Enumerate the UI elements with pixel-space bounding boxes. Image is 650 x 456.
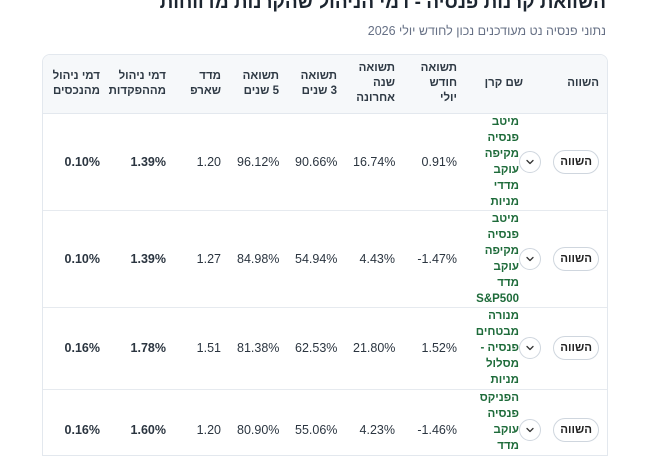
return-year-cell: 21.80% [353,341,396,355]
return-3y-cell: 90.66% [295,154,338,169]
return-3y-cell: 62.53% [295,341,338,355]
chevron-down-icon [526,256,534,261]
return-month-cell: -1.46% [417,423,457,437]
chevron-down-icon [526,345,534,351]
return-5y-cell: 84.98% [237,251,280,266]
expand-row-button[interactable] [519,150,541,173]
compare-cell: השווה [549,389,607,455]
expand-row-button[interactable] [519,337,541,359]
return-year-cell: 4.43% [359,251,395,266]
compare-button[interactable]: השווה [553,246,599,271]
page-title: השוואת קרנות פנסיה - דמי הניהול שהקרנות … [159,0,606,13]
return-month-cell: -1.47% [417,251,457,266]
sharpe-cell: 1.20 [196,423,221,437]
col-return-3y[interactable]: תשואה 3 שנים [287,55,345,114]
fund-cell: מיטב פנסיה מקיפה עוקב מדדי מניות [465,113,549,210]
fee-deposits-cell: 1.78% [130,341,166,355]
fee-deposits-cell: 1.60% [130,423,166,437]
compare-button[interactable]: השווה [553,149,599,174]
return-5y-cell: 80.90% [237,423,280,437]
fee-assets-cell: 0.10% [64,251,100,266]
compare-cell: השווה [549,307,607,389]
return-3y-cell: 55.06% [295,423,338,437]
return-3y-cell: 54.94% [295,251,338,266]
col-return-5y[interactable]: תשואה 5 שנים [229,55,287,114]
sharpe-cell: 1.27 [196,251,221,266]
return-month-cell: 0.91% [421,154,457,169]
chevron-down-icon [526,427,534,433]
col-return-year[interactable]: תשואה שנה אחרונה [345,55,403,114]
sharpe-cell: 1.51 [196,341,221,355]
fund-name[interactable]: מיטב פנסיה מקיפה עוקב מדדי מניות [484,115,519,208]
return-5y-cell: 96.12% [237,154,280,169]
expand-row-button[interactable] [519,247,541,270]
fee-deposits-cell: 1.39% [130,154,166,169]
fund-cell: הפניקס פנסיה עוקב מדד S&P500 [465,389,549,455]
compare-cell: השווה [549,210,607,307]
funds-table: השווה שם קרן תשואה חודש יולי תשואה שנה א… [43,55,607,455]
return-5y-cell: 81.38% [237,341,280,355]
fund-name[interactable]: הפניקס פנסיה עוקב מדד S&P500 [479,392,519,452]
table-row: השווה מנורה מבטחים פנסיה - מסלול מניות 1… [43,307,607,389]
table-row: השווה הפניקס פנסיה עוקב מדד S&P500 -1.46… [43,389,607,455]
compare-button[interactable]: השווה [553,418,599,442]
fund-name[interactable]: מנורה מבטחים פנסיה - מסלול מניות [475,310,519,386]
col-return-month[interactable]: תשואה חודש יולי [403,55,465,114]
fund-name[interactable]: מיטב פנסיה מקיפה עוקב מדד S&P500 [476,212,519,305]
funds-table-card: השווה שם קרן תשואה חודש יולי תשואה שנה א… [42,54,608,456]
fee-deposits-cell: 1.39% [130,251,166,266]
compare-cell: השווה [549,113,607,210]
fee-assets-cell: 0.10% [64,154,100,169]
fee-assets-cell: 0.16% [64,341,100,355]
fund-cell: מיטב פנסיה מקיפה עוקב מדד S&P500 [465,210,549,307]
return-year-cell: 16.74% [353,154,396,169]
table-row: השווה מיטב פנסיה מקיפה עוקב מדד S&P500 -… [43,210,607,307]
table-header-row: השווה שם קרן תשואה חודש יולי תשואה שנה א… [43,55,607,114]
col-compare: השווה [549,55,607,114]
col-fund-name: שם קרן [465,55,549,114]
col-fee-deposits[interactable]: דמי ניהול מההפקדות [108,55,174,114]
col-sharpe[interactable]: מדד שארפ [174,55,229,114]
page: השוואת קרנות פנסיה - דמי הניהול שהקרנות … [42,0,608,456]
compare-button[interactable]: השווה [553,336,599,360]
fund-cell: מנורה מבטחים פנסיה - מסלול מניות [465,307,549,389]
chevron-down-icon [526,159,534,164]
fee-assets-cell: 0.16% [64,423,100,437]
sharpe-cell: 1.20 [196,154,221,169]
page-subtitle: נתוני פנסיה נט מעודכנים נכון לחודש יולי … [367,24,606,38]
table-row: השווה מיטב פנסיה מקיפה עוקב מדדי מניות 0… [43,113,607,210]
col-fee-assets[interactable]: דמי ניהול מהנכסים [43,55,108,114]
expand-row-button[interactable] [519,419,541,441]
return-month-cell: 1.52% [421,341,457,355]
return-year-cell: 4.23% [359,423,395,437]
